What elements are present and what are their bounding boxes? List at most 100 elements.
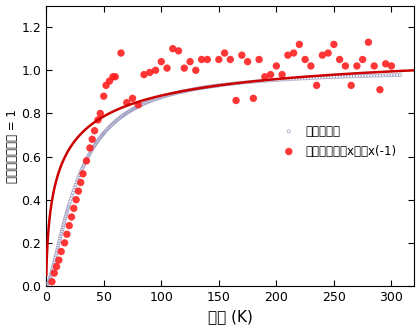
反磁性磁化率x温度x(-1): [49, 279, 55, 284]
反磁性磁化率x温度x(-1): [112, 74, 118, 80]
電気伝導率: [145, 99, 152, 104]
電気伝導率: [310, 75, 317, 81]
電気伝導率: [181, 88, 188, 94]
電気伝導率: [60, 220, 67, 225]
電気伝導率: [359, 73, 366, 79]
反磁性磁化率x温度x(-1): [388, 63, 395, 69]
電気伝導率: [304, 76, 311, 81]
電気伝導率: [108, 122, 115, 127]
電気伝導率: [302, 76, 308, 81]
電気伝導率: [50, 264, 56, 269]
反磁性磁化率x温度x(-1): [102, 83, 109, 88]
電気伝導率: [129, 107, 136, 112]
電気伝導率: [169, 91, 176, 96]
電気伝導率: [159, 94, 166, 99]
反磁性磁化率x温度x(-1): [175, 48, 182, 53]
反磁性磁化率x温度x(-1): [296, 42, 303, 47]
電気伝導率: [46, 276, 53, 281]
電気伝導率: [176, 89, 183, 95]
電気伝導率: [81, 160, 88, 166]
電気伝導率: [190, 87, 197, 92]
電気伝導率: [374, 73, 381, 78]
電気伝導率: [80, 164, 87, 169]
電気伝導率: [116, 115, 123, 120]
電気伝導率: [357, 74, 363, 79]
反磁性磁化率x温度x(-1): [147, 70, 153, 75]
電気伝導率: [200, 85, 207, 90]
反磁性磁化率x温度x(-1): [80, 171, 87, 177]
電気伝導率: [227, 82, 234, 87]
電気伝導率: [189, 87, 195, 92]
電気伝導率: [49, 266, 56, 271]
電気伝導率: [382, 73, 389, 78]
電気伝導率: [211, 83, 218, 89]
電気伝導率: [142, 101, 149, 106]
電気伝導率: [175, 90, 181, 95]
反磁性磁化率x温度x(-1): [256, 57, 262, 62]
反磁性磁化率x温度x(-1): [77, 180, 84, 185]
電気伝導率: [63, 212, 70, 217]
反磁性磁化率x温度x(-1): [164, 65, 171, 71]
電気伝導率: [134, 104, 140, 110]
電気伝導率: [325, 75, 331, 80]
電気伝導率: [87, 150, 94, 155]
電気伝導率: [206, 84, 213, 89]
電気伝導率: [85, 153, 92, 158]
電気伝導率: [247, 79, 254, 84]
電気伝導率: [98, 133, 105, 139]
反磁性磁化率x温度x(-1): [273, 63, 280, 69]
電気伝導率: [60, 224, 66, 230]
電気伝導率: [391, 73, 398, 78]
反磁性磁化率x温度x(-1): [382, 61, 389, 66]
電気伝導率: [58, 231, 65, 237]
電気伝導率: [362, 73, 369, 79]
電気伝導率: [90, 145, 97, 150]
反磁性磁化率x温度x(-1): [91, 128, 98, 133]
電気伝導率: [82, 158, 89, 164]
反磁性磁化率x温度x(-1): [331, 42, 337, 47]
反磁性磁化率x温度x(-1): [152, 68, 159, 73]
電気伝導率: [52, 252, 59, 258]
電気伝導率: [262, 78, 268, 83]
電気伝導率: [299, 76, 306, 81]
反磁性磁化率x温度x(-1): [53, 264, 60, 269]
反磁性磁化率x温度x(-1): [94, 117, 101, 122]
電気伝導率: [92, 142, 98, 148]
電気伝導率: [68, 193, 75, 198]
電気伝導率: [48, 270, 55, 276]
反磁性磁化率x温度x(-1): [68, 214, 75, 220]
反磁性磁化率x温度x(-1): [135, 102, 142, 108]
反磁性磁化率x温度x(-1): [100, 93, 107, 99]
電気伝導率: [163, 93, 169, 98]
電気伝導率: [331, 74, 337, 80]
反磁性磁化率x温度x(-1): [336, 57, 343, 62]
電気伝導率: [55, 241, 62, 246]
電気伝導率: [114, 117, 121, 122]
電気伝導率: [186, 87, 193, 93]
反磁性磁化率x温度x(-1): [73, 197, 79, 202]
電気伝導率: [47, 274, 54, 280]
電気伝導率: [84, 155, 91, 160]
反磁性磁化率x温度x(-1): [97, 111, 104, 116]
電気伝導率: [339, 74, 346, 79]
電気伝導率: [293, 76, 300, 82]
電気伝導率: [45, 281, 51, 286]
電気伝導率: [368, 73, 375, 79]
電気伝導率: [319, 75, 326, 80]
電気伝導率: [345, 74, 352, 79]
電気伝導率: [273, 77, 280, 82]
反磁性磁化率x温度x(-1): [267, 72, 274, 77]
電気伝導率: [147, 98, 154, 104]
電気伝導率: [126, 109, 132, 114]
電気伝導率: [150, 97, 157, 102]
電気伝導率: [183, 88, 190, 93]
電気伝導率: [68, 196, 74, 201]
電気伝導率: [95, 137, 102, 142]
電気伝導率: [171, 91, 178, 96]
電気伝導率: [94, 138, 101, 144]
電気伝導率: [152, 96, 159, 102]
電気伝導率: [207, 84, 214, 89]
電気伝導率: [111, 120, 118, 125]
電気伝導率: [51, 259, 58, 265]
電気伝導率: [71, 185, 78, 190]
